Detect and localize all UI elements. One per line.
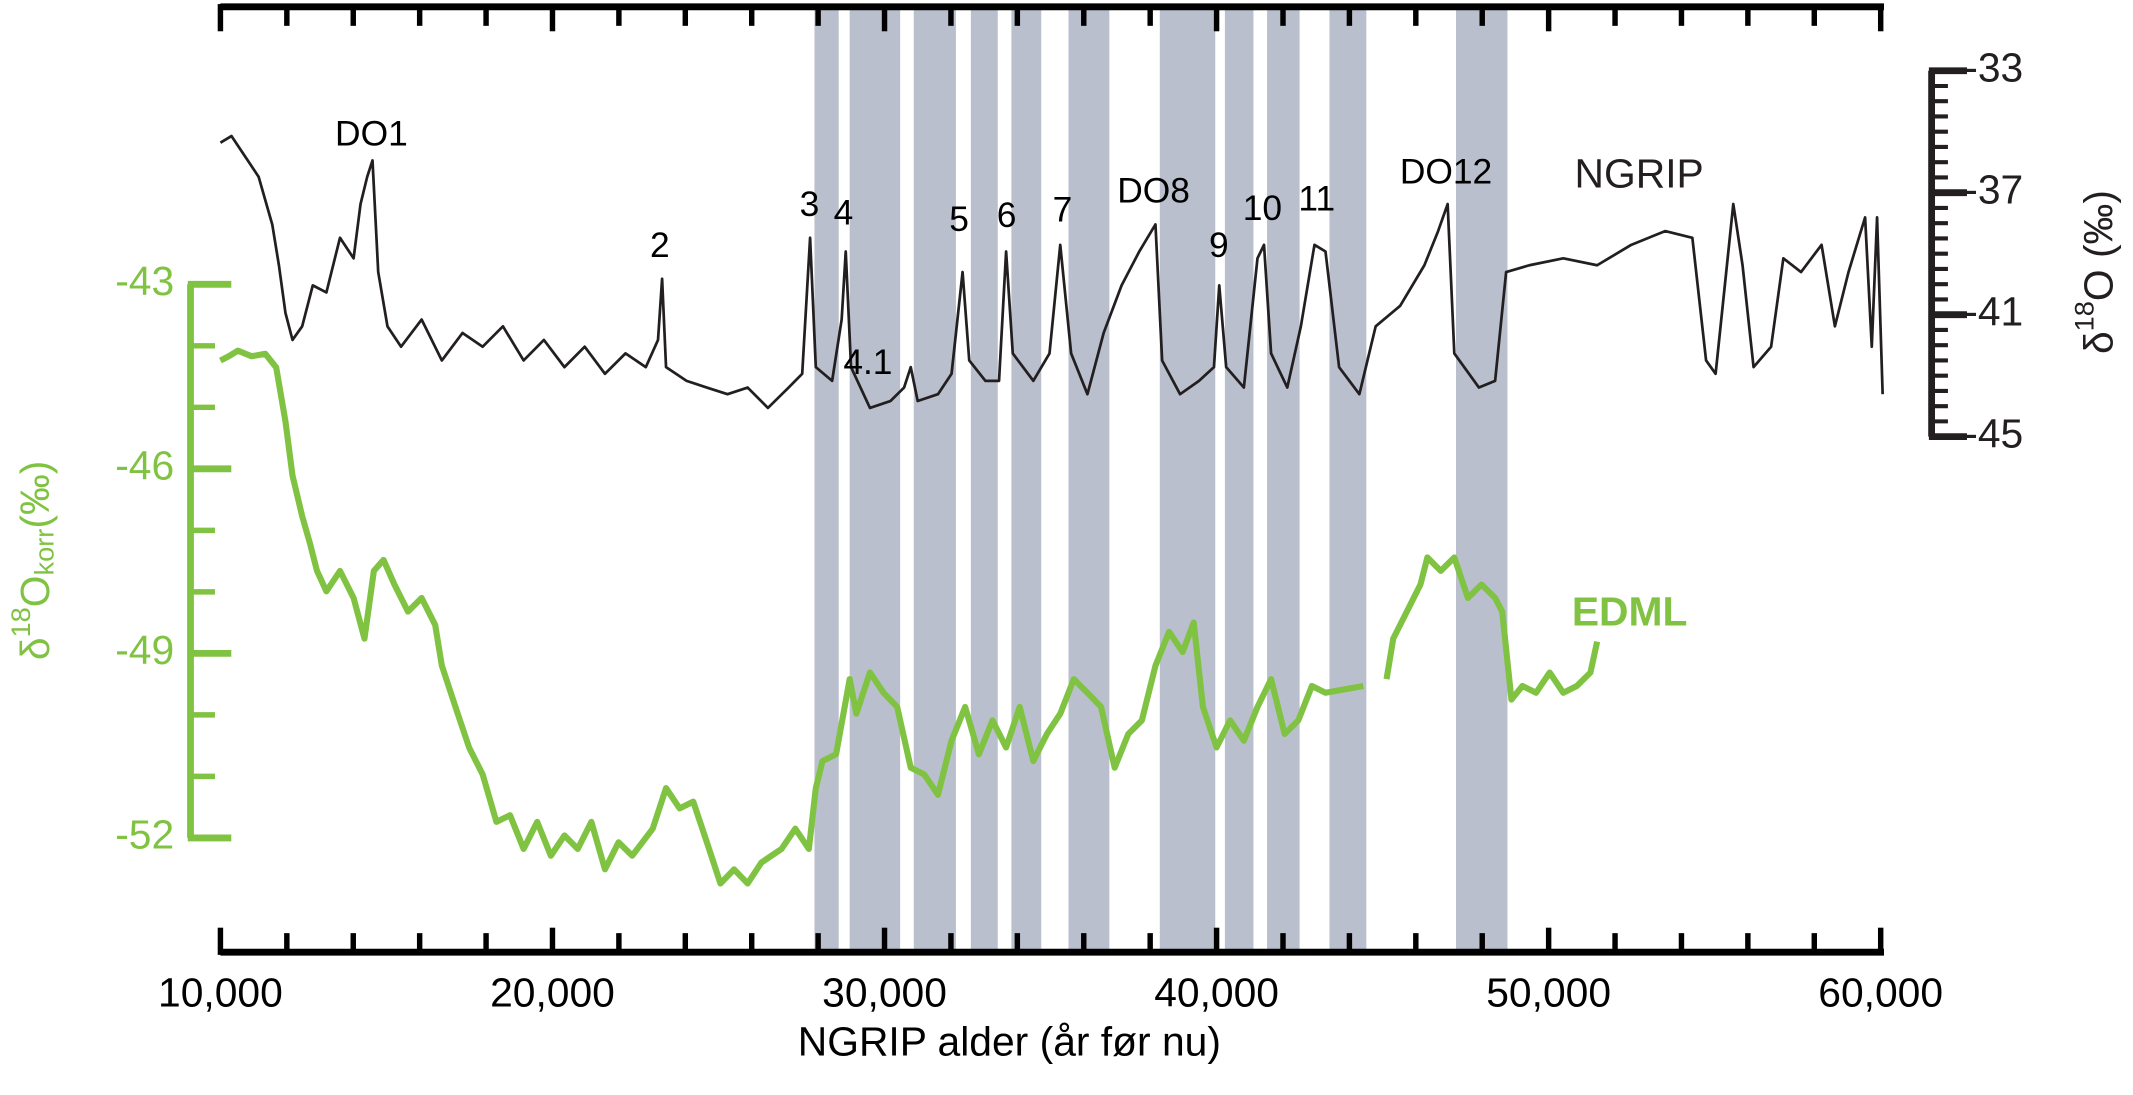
y2-label-part: (‰): [2075, 190, 2121, 269]
y-axis-label: δ18Okorr(‰): [5, 461, 59, 661]
shaded-interval: [1224, 6, 1254, 953]
x-tick-label: 50,000: [1486, 969, 1611, 1015]
shaded-interval: [1267, 6, 1300, 953]
event-label: 5: [949, 200, 969, 239]
shaded-interval: [1159, 6, 1216, 953]
series-label: NGRIP: [1575, 151, 1704, 197]
y-label-part: korr: [29, 529, 60, 576]
y2-tick-label: -37: [1964, 166, 2023, 212]
event-label: 6: [997, 196, 1017, 235]
series-line: [219, 347, 1601, 887]
y2-tick-label: -41: [1964, 288, 2023, 334]
shaded-interval: [970, 6, 998, 953]
shaded-interval: [814, 6, 839, 953]
event-label: 11: [1298, 180, 1335, 219]
event-label: 7: [1053, 191, 1073, 230]
shading: [814, 6, 1508, 953]
y-tick-label: -49: [115, 627, 174, 673]
x-axis-label: NGRIP alder (år før nu): [798, 1018, 1221, 1064]
shaded-interval: [913, 6, 956, 953]
event-label: 4.1: [843, 343, 892, 382]
y2-label-part: 18: [2069, 301, 2100, 331]
y-label-part: 18: [5, 607, 36, 637]
shaded-interval: [1068, 6, 1110, 953]
x-tick-label: 40,000: [1154, 969, 1279, 1015]
y2-tick-label: -33: [1964, 45, 2023, 91]
event-label: DO1: [335, 114, 408, 153]
x-tick-label: 10,000: [158, 969, 283, 1015]
y-label-part: (‰): [12, 461, 58, 529]
series-label: EDML: [1572, 589, 1688, 635]
y-tick-label: -43: [115, 258, 174, 304]
x-tick-label: 30,000: [822, 969, 947, 1015]
event-label: 10: [1243, 189, 1282, 228]
shaded-interval: [1455, 6, 1508, 953]
shaded-interval: [1011, 6, 1042, 953]
y2-label-part: δ: [2075, 331, 2121, 354]
series-line: [219, 134, 1885, 410]
event-label: 4: [834, 193, 854, 232]
shaded-interval: [849, 6, 901, 953]
x-tick-label: 20,000: [490, 969, 615, 1015]
event-label: 3: [800, 185, 820, 224]
event-label: DO12: [1400, 152, 1492, 191]
event-label: 2: [650, 226, 670, 265]
y-label-part: δ: [12, 637, 58, 660]
x-tick-label: 60,000: [1818, 969, 1943, 1015]
y2-axis-label: δ18O (‰): [2069, 190, 2122, 354]
y-label-part: O: [12, 575, 58, 607]
y2-label-part: O: [2075, 269, 2121, 301]
y-tick-label: -52: [115, 812, 174, 858]
y2-tick-label: -45: [1964, 410, 2023, 456]
shaded-interval: [1329, 6, 1367, 953]
event-label: DO8: [1117, 171, 1190, 210]
event-label: 9: [1209, 226, 1229, 265]
y-tick-label: -46: [115, 443, 174, 489]
